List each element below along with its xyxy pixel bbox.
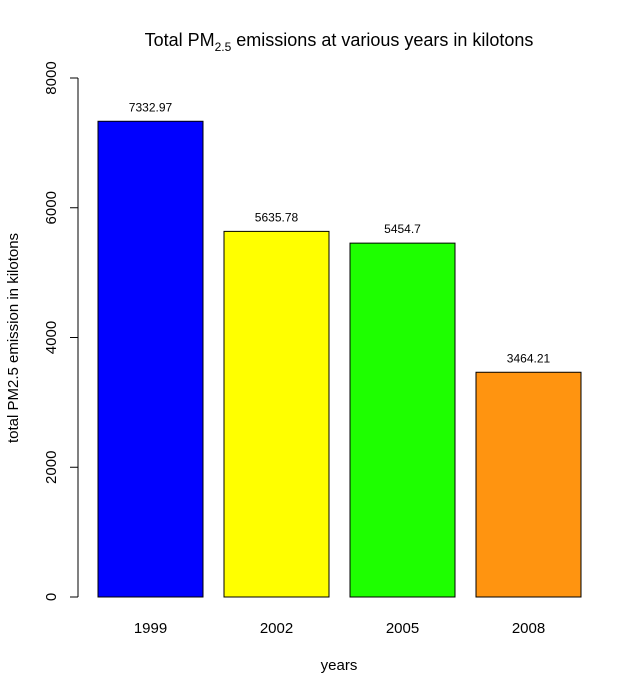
chart-title-subscript: 2.5	[215, 40, 232, 54]
y-tick-label: 6000	[43, 191, 60, 224]
x-tick-label-1999: 1999	[134, 620, 167, 637]
x-tick-label-2005: 2005	[386, 620, 419, 637]
data-label-2002: 5635.78	[255, 210, 299, 224]
x-tick-labels: 1999 2002 2005 2008	[134, 620, 545, 637]
data-label-2005: 5454.7	[384, 222, 421, 236]
bar-2002	[223, 230, 330, 598]
chart-title: Total PM2.5 emissions at various years i…	[145, 30, 534, 54]
bar-1999	[97, 120, 204, 598]
bar-2005	[349, 242, 456, 598]
bar-2008	[475, 371, 582, 598]
x-tick-label-2008: 2008	[512, 620, 545, 637]
bars: 7332.97 5635.78 5454.7 3464.21	[97, 100, 582, 598]
x-axis-label: years	[321, 657, 358, 674]
y-tick-label: 4000	[43, 321, 60, 354]
data-label-1999: 7332.97	[129, 100, 173, 114]
chart-title-main: Total PM	[145, 30, 215, 50]
data-label-2008: 3464.21	[507, 351, 551, 365]
y-axis-label: total PM2.5 emission in kilotons	[5, 233, 22, 443]
y-tick-label: 0	[43, 593, 60, 601]
y-tick-label: 2000	[43, 451, 60, 484]
chart-title-rest: emissions at various years in kilotons	[231, 30, 533, 50]
y-tick-label: 8000	[43, 61, 60, 94]
x-tick-label-2002: 2002	[260, 620, 293, 637]
y-axis: 0 2000 4000 6000 8000	[43, 61, 79, 601]
